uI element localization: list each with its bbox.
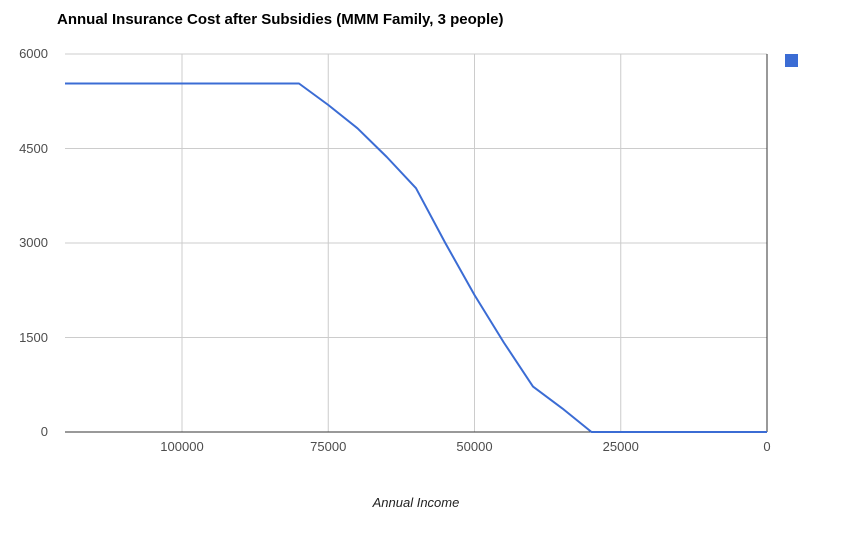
y-tick-label: 6000 xyxy=(19,46,48,61)
x-axis-title: Annual Income xyxy=(372,495,460,510)
x-tick-label: 100000 xyxy=(160,439,204,454)
y-tick-label: 0 xyxy=(40,424,48,439)
legend-swatch xyxy=(785,54,798,67)
chart-title: Annual Insurance Cost after Subsidies (M… xyxy=(57,11,504,28)
x-tick-label: 0 xyxy=(763,439,771,454)
y-tick-label: 4500 xyxy=(19,140,48,156)
y-tick-label: 1500 xyxy=(19,329,48,345)
y-tick-label: 3000 xyxy=(19,235,48,250)
x-tick-label: 75000 xyxy=(310,439,347,454)
x-tick-label: 25000 xyxy=(602,439,639,454)
x-tick-label: 50000 xyxy=(456,439,493,454)
series-line xyxy=(65,82,767,433)
